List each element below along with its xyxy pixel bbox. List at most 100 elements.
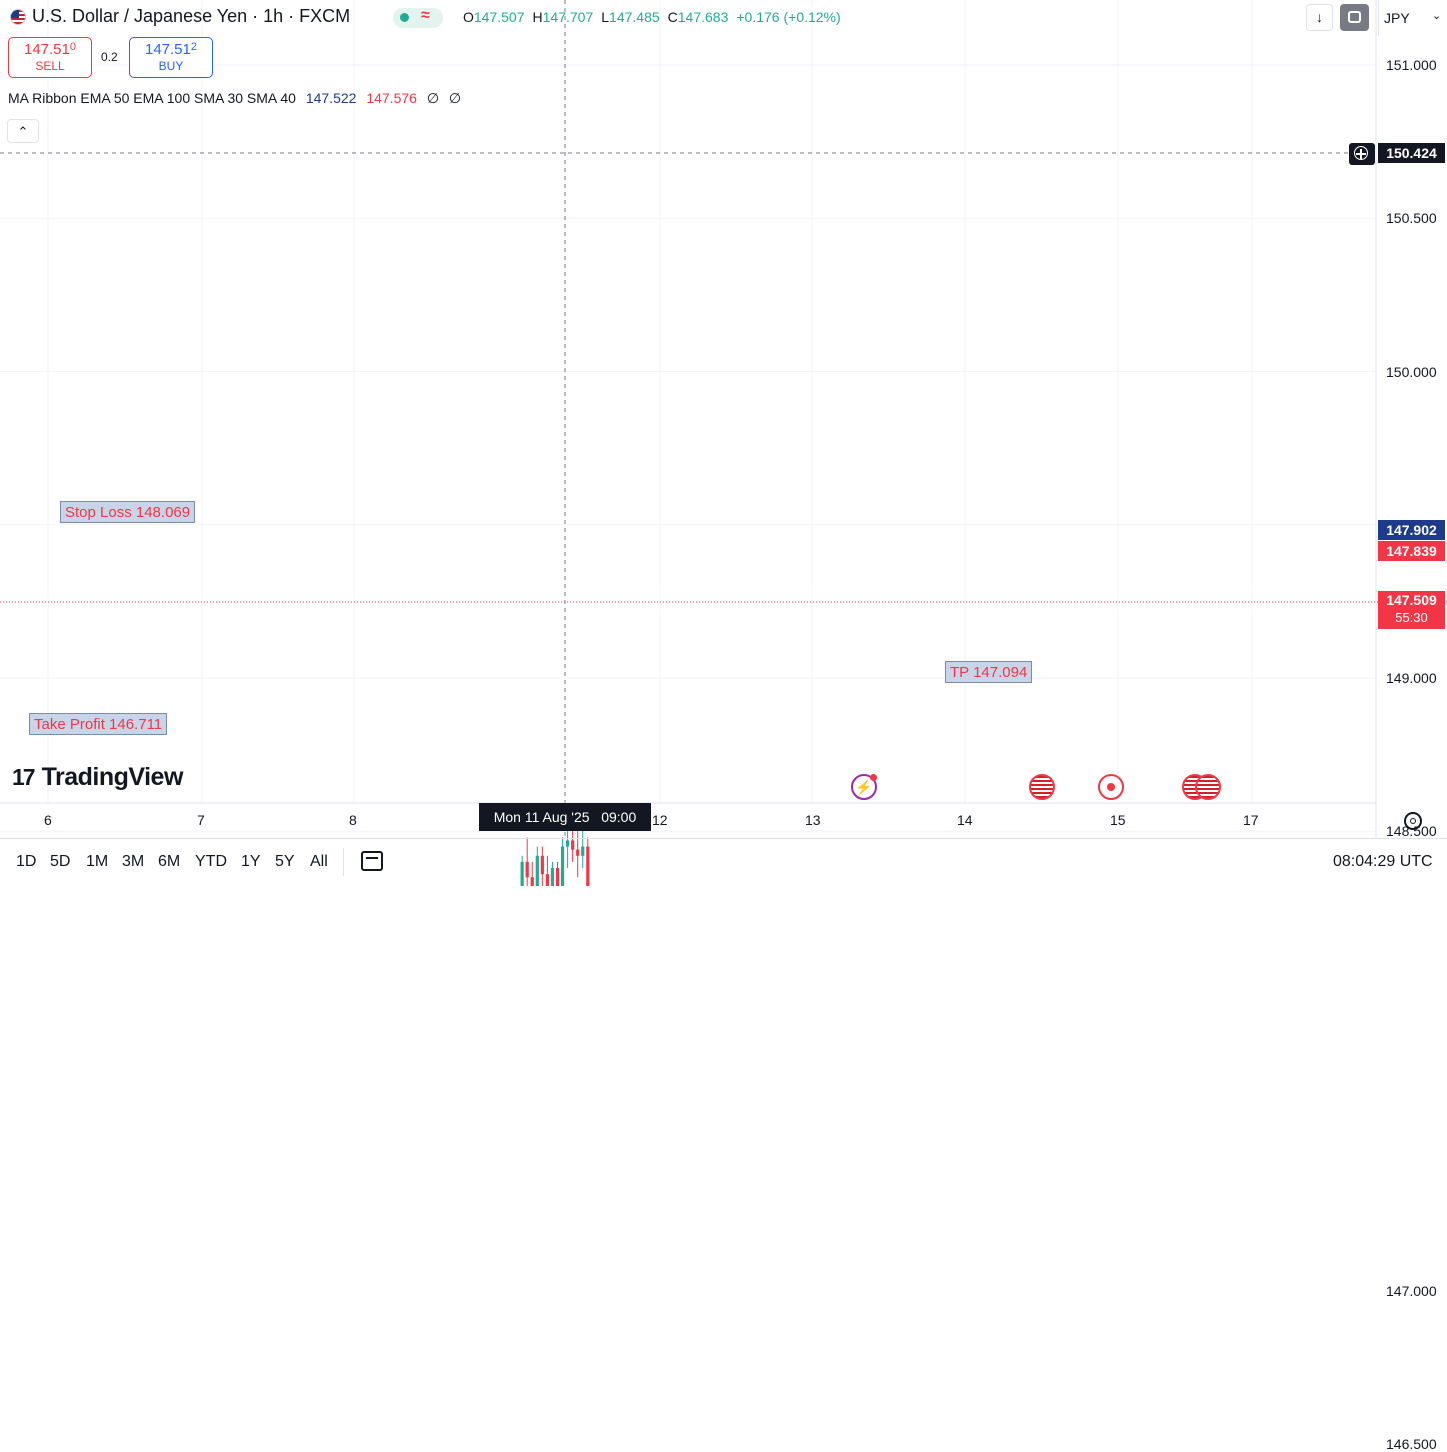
market-open-icon <box>400 13 409 22</box>
candlesticks <box>520 815 590 886</box>
bottom-divider <box>0 838 1447 839</box>
toolbar-divider <box>1378 0 1379 36</box>
us-event-flag-icon[interactable] <box>1029 774 1055 800</box>
range-button-ytd[interactable]: YTD <box>195 853 227 870</box>
candle <box>535 846 539 886</box>
range-button-1y[interactable]: 1Y <box>241 853 261 870</box>
candle-body <box>520 861 524 886</box>
download-button[interactable]: ↓ <box>1306 4 1333 31</box>
sell-price-pip: 0 <box>69 41 76 53</box>
tradingview-logo[interactable]: 17 TradingView <box>12 763 183 792</box>
gear-icon[interactable] <box>1404 812 1422 830</box>
tradingview-name: TradingView <box>41 763 184 791</box>
symbol-title: U.S. Dollar / Japanese Yen · 1h · FXCM <box>32 6 351 26</box>
last-price: 147.509 <box>1386 592 1437 608</box>
crosshair-time-tag: Mon 11 Aug '25 09:00 <box>479 803 651 831</box>
price-tick: 148.500 <box>1386 823 1437 840</box>
lightning-event-icon[interactable]: ⚡ <box>851 774 877 800</box>
candle <box>530 861 534 886</box>
time-tick: 6 <box>44 812 52 828</box>
range-button-1m[interactable]: 1M <box>86 853 109 870</box>
time-tick: 13 <box>805 812 821 828</box>
open-value: 147.507 <box>473 9 525 25</box>
indicator-null-b: ∅ <box>448 90 462 106</box>
currency-select[interactable]: JPY <box>1384 10 1410 26</box>
indicator-name: MA Ribbon EMA 50 EMA 100 SMA 30 SMA 40 <box>8 90 296 106</box>
candle <box>571 825 575 862</box>
time-tick: 17 <box>1243 812 1259 828</box>
candle-body <box>566 840 570 847</box>
candle <box>566 831 570 869</box>
utc-clock[interactable]: 08:04:29 UTC <box>1333 853 1433 870</box>
bar-countdown: 55:30 <box>1395 610 1428 625</box>
range-divider <box>343 848 344 876</box>
candle-body <box>586 846 590 886</box>
notification-dot <box>870 774 877 781</box>
buy-button[interactable]: 147.512 BUY <box>129 37 213 78</box>
candle-body <box>545 874 549 886</box>
take-profit-label[interactable]: Take Profit 146.711 <box>29 713 168 735</box>
sell-button[interactable]: 147.510 SELL <box>8 37 92 78</box>
chart-grid <box>0 0 1376 832</box>
range-button-3m[interactable]: 3M <box>122 853 145 870</box>
candle <box>545 855 549 886</box>
range-button-6m[interactable]: 6M <box>158 853 181 870</box>
tp-label[interactable]: TP 147.094 <box>945 661 1033 683</box>
candle <box>560 837 565 886</box>
high-value: 147.707 <box>542 9 594 25</box>
tv-mark-icon: 17 <box>12 764 36 790</box>
candle <box>525 837 529 886</box>
time-tick: 12 <box>652 812 668 828</box>
sell-label: SELL <box>35 59 65 73</box>
close-value: 147.683 <box>677 9 729 25</box>
ma-blue-price-tag: 147.902 <box>1378 520 1445 540</box>
buy-price: 147.51 <box>144 41 191 58</box>
ohlc-readout: O 147.507 H 147.707 L 147.485 C 147.683 +0.1… <box>463 9 849 25</box>
low-value: 147.485 <box>609 9 660 25</box>
range-button-all[interactable]: All <box>310 853 328 870</box>
time-tick: 8 <box>349 812 357 828</box>
price-tick: 150.000 <box>1386 363 1437 380</box>
time-tick: 7 <box>197 812 205 828</box>
range-button-5y[interactable]: 5Y <box>275 853 295 870</box>
time-tick: 15 <box>1110 812 1126 828</box>
candle-body <box>560 846 565 886</box>
candle-body <box>581 846 585 856</box>
us-event-flag-icon-3[interactable] <box>1195 774 1221 800</box>
price-tick: 151.000 <box>1386 57 1437 73</box>
price-tick: 146.500 <box>1386 1436 1437 1452</box>
close-label: C <box>667 9 678 25</box>
candle-body <box>571 840 575 850</box>
candle <box>555 861 560 886</box>
open-label: O <box>463 9 474 25</box>
time-tick: 14 <box>957 812 973 828</box>
candle-body <box>555 868 560 886</box>
indicator-value-red: 147.576 <box>366 90 417 106</box>
plus-icon-v <box>1360 149 1362 159</box>
calendar-icon[interactable] <box>361 851 383 871</box>
event-target-icon[interactable] <box>1098 774 1124 800</box>
candle <box>540 846 544 886</box>
fullscreen-button[interactable] <box>1340 4 1369 31</box>
indicator-legend[interactable]: MA Ribbon EMA 50 EMA 100 SMA 30 SMA 40 1… <box>8 90 461 107</box>
range-button-5d[interactable]: 5D <box>50 853 71 870</box>
sell-price: 147.51 <box>23 41 70 58</box>
candle <box>550 861 555 886</box>
spread-value: 0.2 <box>101 50 118 64</box>
stop-loss-label[interactable]: Stop Loss 148.069 <box>60 501 196 523</box>
candle-body <box>540 855 544 875</box>
collapse-legend-button[interactable]: ⌃ <box>7 119 39 143</box>
crosshair-price-tag: 150.424 <box>1378 143 1445 163</box>
range-button-1d[interactable]: 1D <box>16 853 37 870</box>
candle <box>586 837 590 886</box>
chevron-down-icon[interactable]: ⌄ <box>1432 10 1442 22</box>
change-value: +0.176 (+0.12%) <box>736 9 841 25</box>
low-label: L <box>601 9 610 25</box>
ma-red-price-tag: 147.839 <box>1378 541 1445 561</box>
price-tick: 150.500 <box>1386 210 1437 227</box>
symbol-header[interactable]: U.S. Dollar / Japanese Yen · 1h · FXCM <box>10 6 350 27</box>
buy-label: BUY <box>158 59 184 73</box>
candle-body <box>525 861 529 878</box>
candle-body <box>535 855 539 886</box>
price-chart[interactable] <box>0 0 1447 886</box>
